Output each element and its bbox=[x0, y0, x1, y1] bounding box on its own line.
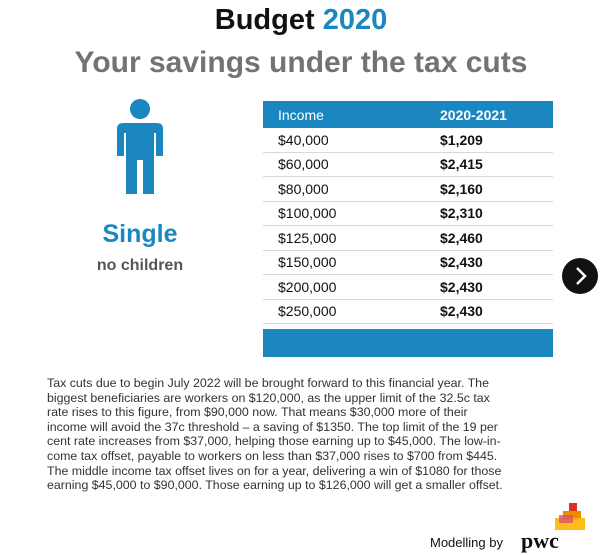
body-line: Tax cuts due to begin July 2022 will be … bbox=[47, 376, 489, 390]
income-cell: $40,000 bbox=[278, 131, 329, 148]
body-line: cent rate increases from $37,000, helpin… bbox=[47, 434, 501, 449]
subtitle: Your savings under the tax cuts bbox=[74, 46, 528, 79]
table-row: $80,000 $2,160 bbox=[263, 177, 553, 202]
saving-cell: $2,415 bbox=[440, 156, 483, 173]
table-row: $150,000 $2,430 bbox=[263, 251, 553, 275]
title-year: 2020 bbox=[322, 4, 388, 36]
income-cell: $250,000 bbox=[278, 303, 337, 320]
saving-cell: $2,430 bbox=[440, 278, 483, 295]
profile-label: Single bbox=[102, 220, 178, 248]
body-line: biggest beneficiaries are workers on $12… bbox=[47, 390, 490, 405]
body-line: come tax offset, payable to workers on l… bbox=[47, 448, 498, 463]
table-row: $200,000 $2,430 bbox=[263, 275, 553, 300]
body-line: income will avoid the 37c threshold – a … bbox=[47, 419, 498, 434]
table-footer-bar bbox=[263, 329, 553, 357]
income-cell: $60,000 bbox=[278, 156, 329, 173]
profile-sublabel: no children bbox=[96, 257, 184, 274]
title-word: Budget bbox=[214, 4, 315, 36]
body-text: Tax cuts due to begin July 2022 will be … bbox=[47, 376, 503, 493]
saving-cell: $2,310 bbox=[440, 205, 483, 222]
table-row: $125,000 $2,460 bbox=[263, 226, 553, 251]
table-row: $60,000 $2,415 bbox=[263, 153, 553, 177]
next-button[interactable] bbox=[561, 257, 599, 295]
table-header: Income 2020-2021 bbox=[263, 101, 553, 128]
saving-cell: $2,460 bbox=[440, 229, 483, 246]
savings-table: Income 2020-2021 $40,000 $1,209 $60,000 $2,… bbox=[263, 101, 553, 357]
saving-cell: $2,430 bbox=[440, 254, 483, 271]
body-line: rate rises to this figure, from $90,000 … bbox=[47, 405, 468, 420]
body-line: The middle income tax offset lives on fo… bbox=[47, 463, 502, 478]
table-body: $40,000 $1,209 $60,000 $2,415 $80,000 $2,160 $… bbox=[263, 128, 553, 324]
logo: pwc bbox=[521, 528, 559, 553]
logo-mark bbox=[555, 503, 585, 530]
income-cell: $100,000 bbox=[278, 205, 337, 222]
column-header: Income bbox=[278, 106, 324, 123]
saving-cell: $2,160 bbox=[440, 180, 483, 197]
column-header: 2020-2021 bbox=[440, 106, 507, 123]
table-row: $40,000 $1,209 bbox=[263, 128, 553, 153]
income-cell: $200,000 bbox=[278, 278, 337, 295]
body-line: earning $45,000 to $90,000. Those earnin… bbox=[47, 478, 503, 493]
table-row: $250,000 $2,430 bbox=[263, 300, 553, 324]
table-row: $100,000 $2,310 bbox=[263, 202, 553, 226]
person-icon bbox=[117, 99, 163, 194]
saving-cell: $1,209 bbox=[440, 131, 483, 148]
income-cell: $150,000 bbox=[278, 254, 337, 271]
credit: Modelling by bbox=[430, 535, 503, 550]
income-cell: $125,000 bbox=[278, 229, 337, 246]
income-cell: $80,000 bbox=[278, 180, 329, 197]
title: Budget 2020 bbox=[0, 4, 602, 37]
saving-cell: $2,430 bbox=[440, 303, 483, 320]
